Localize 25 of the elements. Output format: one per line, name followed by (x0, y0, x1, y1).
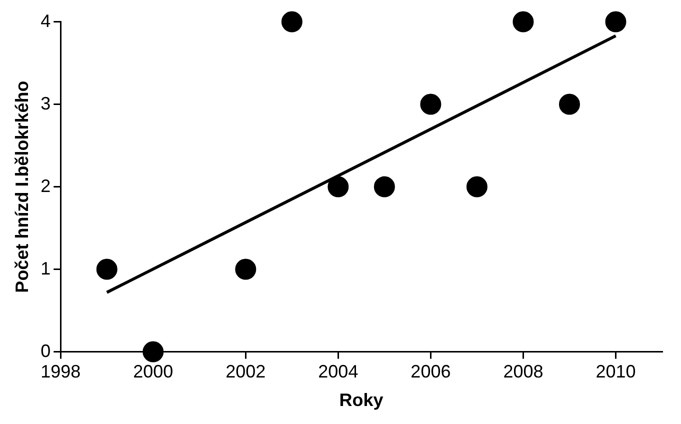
x-tick-label: 2000 (133, 362, 174, 382)
point (328, 176, 349, 198)
point (605, 11, 626, 32)
y-tick-label: 3 (40, 93, 51, 114)
point (420, 94, 442, 115)
x-tick-label: 2004 (318, 362, 358, 382)
point (96, 258, 118, 280)
point (374, 176, 395, 198)
x-tick-label: 1998 (40, 362, 81, 382)
point (558, 94, 580, 115)
point (281, 11, 302, 32)
x-tick-label: 2010 (596, 362, 636, 382)
x-axis-title: Roky (339, 390, 384, 410)
y-tick-label: 4 (40, 10, 51, 31)
x-tick-label: 2006 (410, 362, 451, 382)
point (512, 11, 534, 32)
point (235, 258, 256, 280)
x-tick-label: 2008 (503, 362, 544, 382)
point (142, 341, 164, 362)
y-axis-title: Počet hnízd I.bělokrkého (12, 80, 32, 293)
y-tick-label: 2 (40, 176, 51, 196)
y-tick-label: 0 (40, 340, 51, 361)
point (466, 176, 488, 198)
y-tick-label: 1 (40, 258, 51, 278)
x-tick-label: 2002 (226, 362, 266, 382)
